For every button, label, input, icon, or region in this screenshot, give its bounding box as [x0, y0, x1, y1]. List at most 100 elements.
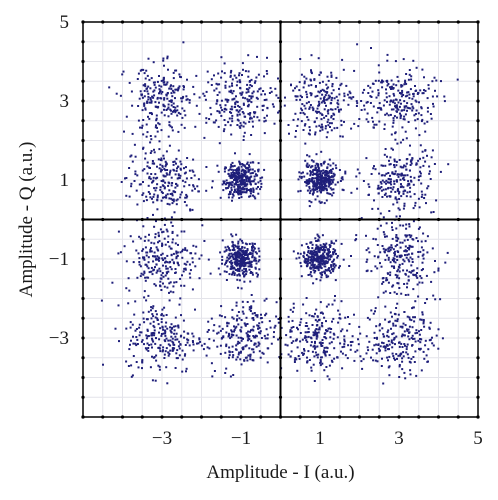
outer-cluster-point	[365, 260, 368, 263]
outer-cluster-point	[327, 124, 330, 127]
outer-cluster-point	[402, 58, 405, 61]
outer-cluster-point	[180, 191, 183, 194]
outer-cluster-point	[240, 363, 243, 366]
outer-cluster-point	[400, 342, 403, 345]
outer-cluster-point	[408, 73, 411, 76]
outer-cluster-point	[235, 76, 238, 79]
inner-cluster-point	[327, 179, 330, 182]
outer-cluster-point	[264, 314, 267, 317]
outer-cluster-point	[179, 251, 182, 254]
outer-cluster-point	[161, 308, 164, 311]
outer-cluster-point	[245, 344, 248, 347]
outer-cluster-point	[348, 265, 351, 267]
outer-cluster-point	[247, 54, 250, 57]
outer-cluster-point	[373, 337, 376, 339]
outer-cluster-point	[257, 327, 260, 330]
outer-cluster-point	[402, 190, 405, 193]
outer-cluster-point	[366, 316, 369, 319]
outer-cluster-point	[242, 121, 245, 124]
inner-cluster-point	[253, 256, 256, 259]
outer-cluster-point	[440, 80, 442, 83]
outer-cluster-point	[391, 346, 394, 349]
inner-cluster-point	[230, 163, 233, 166]
inner-cluster-point	[221, 183, 224, 186]
outer-cluster-point	[130, 182, 133, 185]
inner-cluster-point	[249, 272, 252, 274]
inner-cluster-point	[330, 268, 333, 271]
outer-cluster-point	[224, 372, 227, 374]
outer-cluster-point	[152, 201, 155, 204]
outer-cluster-point	[340, 108, 342, 111]
outer-cluster-point	[255, 345, 258, 348]
outer-cluster-point	[216, 99, 219, 102]
outer-cluster-point	[256, 55, 258, 58]
outer-cluster-point	[270, 342, 273, 345]
outer-cluster-point	[399, 224, 402, 227]
outer-cluster-point	[206, 70, 209, 73]
inner-cluster-point	[333, 251, 336, 254]
outer-cluster-point	[167, 235, 170, 238]
outer-cluster-point	[431, 80, 434, 83]
outer-cluster-point	[175, 255, 178, 258]
inner-cluster-point	[260, 182, 263, 185]
outer-cluster-point	[194, 125, 197, 128]
inner-cluster-point	[307, 256, 310, 259]
inner-cluster-point	[257, 273, 259, 276]
outer-cluster-point	[176, 105, 179, 108]
outer-cluster-point	[391, 221, 393, 224]
outer-cluster-point	[406, 343, 409, 346]
outer-cluster-point	[184, 344, 187, 346]
inner-cluster-point	[236, 255, 239, 258]
outer-cluster-point	[161, 325, 164, 328]
outer-cluster-point	[376, 267, 379, 270]
outer-cluster-point	[173, 211, 176, 214]
outer-cluster-point	[318, 73, 321, 76]
outer-cluster-point	[394, 313, 397, 316]
inner-cluster-point	[234, 177, 236, 180]
outer-cluster-point	[161, 242, 164, 245]
outer-cluster-point	[256, 105, 259, 108]
outer-cluster-point	[163, 114, 166, 117]
outer-cluster-point	[181, 349, 184, 352]
outer-cluster-point	[412, 107, 415, 110]
inner-cluster-point	[236, 278, 239, 281]
axis-tick-mark	[278, 178, 283, 182]
outer-cluster-point	[323, 349, 325, 352]
inner-cluster-point	[340, 242, 343, 245]
inner-cluster-point	[231, 273, 233, 276]
outer-cluster-point	[186, 341, 189, 344]
outer-cluster-point	[346, 93, 349, 96]
outer-cluster-point	[138, 326, 141, 329]
outer-cluster-point	[168, 144, 171, 147]
outer-cluster-point	[343, 340, 346, 343]
inner-cluster-point	[254, 267, 257, 270]
outer-cluster-point	[152, 90, 155, 93]
outer-cluster-point	[337, 108, 340, 111]
outer-cluster-point	[162, 259, 165, 261]
outer-cluster-point	[145, 337, 148, 340]
outer-cluster-point	[392, 108, 395, 111]
outer-cluster-point	[386, 278, 389, 281]
outer-cluster-point	[456, 78, 459, 81]
outer-cluster-point	[147, 95, 150, 98]
outer-cluster-point	[151, 313, 154, 316]
outer-cluster-point	[253, 336, 256, 339]
inner-cluster-point	[315, 265, 318, 268]
inner-cluster-point	[254, 197, 257, 200]
outer-cluster-point	[147, 115, 149, 118]
outer-cluster-point	[318, 124, 321, 127]
inner-cluster-point	[244, 165, 247, 168]
axis-tick-mark	[160, 20, 164, 24]
outer-cluster-point	[284, 96, 286, 99]
outer-cluster-point	[418, 330, 420, 333]
axis-tick-mark	[120, 20, 125, 24]
inner-cluster-point	[317, 235, 320, 238]
inner-cluster-point	[243, 267, 246, 270]
outer-cluster-point	[153, 83, 156, 86]
outer-cluster-point	[390, 88, 392, 90]
inner-cluster-point	[307, 251, 310, 254]
outer-cluster-point	[357, 338, 359, 341]
outer-cluster-point	[236, 109, 239, 112]
outer-cluster-point	[263, 299, 266, 302]
outer-cluster-point	[301, 96, 303, 99]
